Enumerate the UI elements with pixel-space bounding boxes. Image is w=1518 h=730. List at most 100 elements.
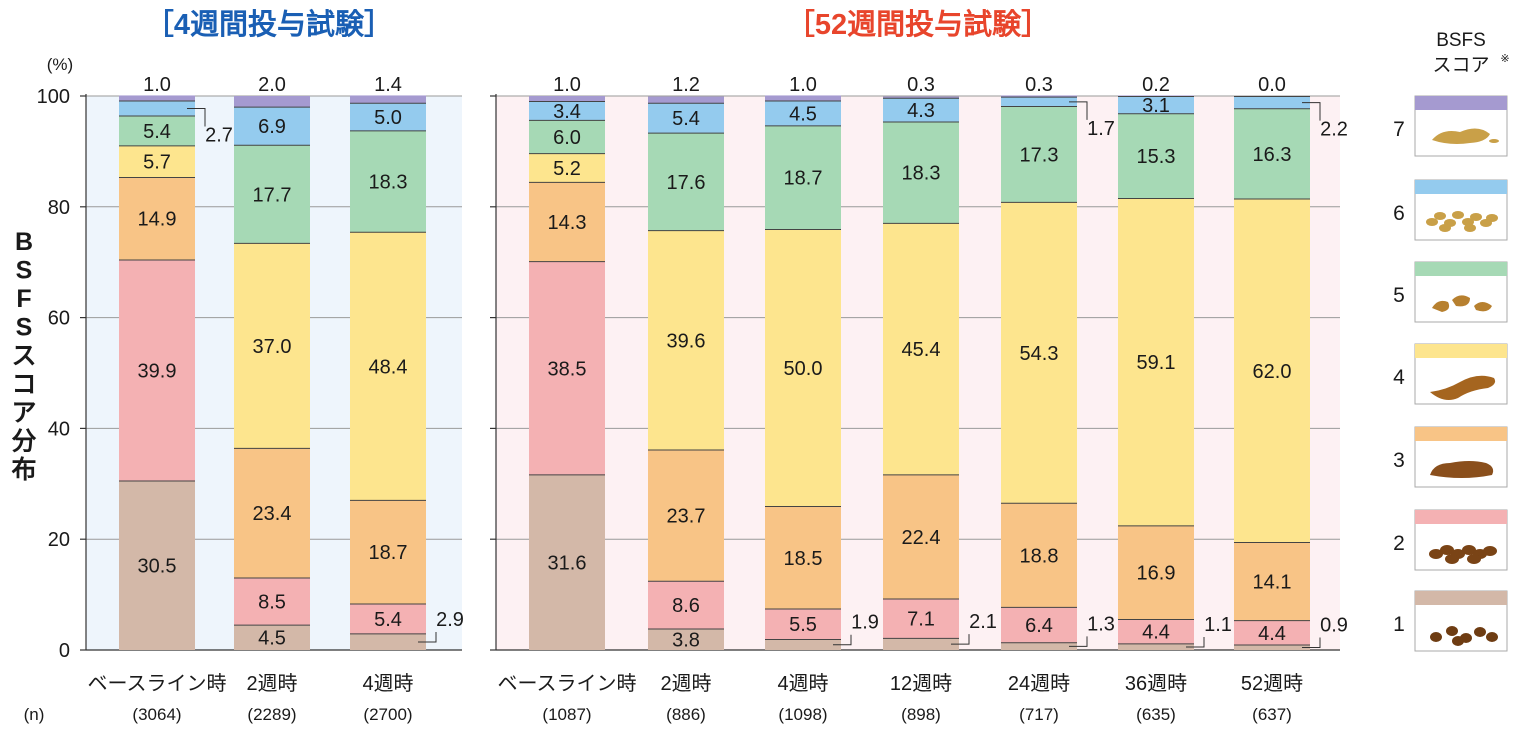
bar-segment (529, 120, 605, 154)
bar-segment (350, 500, 426, 605)
n-label: (898) (901, 705, 941, 724)
data-label: 1.1 (1204, 614, 1232, 636)
data-label: 3.8 (672, 629, 700, 651)
stool-shape (1452, 295, 1470, 307)
data-label: 5.5 (789, 614, 817, 636)
bar-segment (1001, 97, 1077, 107)
bar-segment (1234, 199, 1310, 543)
bar-segment (648, 133, 724, 231)
data-label: 1.4 (374, 74, 402, 96)
bar-segment (883, 223, 959, 475)
legend-item: 3 (1393, 426, 1508, 488)
x-tick-label: 4週時 (362, 672, 413, 695)
bar-segment (1001, 607, 1077, 643)
legend-swatch (1415, 96, 1507, 110)
callout-line (1069, 101, 1088, 120)
bar-segment (234, 96, 310, 108)
stool-shape (1486, 632, 1498, 642)
bar-segment (883, 638, 959, 650)
legend-score-label: 4 (1393, 366, 1405, 389)
callout-line (951, 634, 970, 645)
bar-segment (1234, 542, 1310, 621)
bar-segment (648, 581, 724, 629)
bar-segment (350, 95, 426, 104)
y-tick-label: 100 (37, 86, 70, 108)
stool-shape (1467, 554, 1481, 564)
stool-shape (1430, 375, 1496, 400)
bar-segment (648, 628, 724, 650)
data-label: 45.4 (902, 339, 941, 361)
data-label: 14.1 (1253, 572, 1292, 594)
data-label: 50.0 (784, 358, 823, 380)
bar-segment (119, 177, 195, 260)
data-label: 4.5 (258, 628, 286, 650)
stool-shape (1474, 302, 1492, 312)
data-label: 0.2 (1142, 74, 1170, 96)
data-label: 1.2 (672, 74, 700, 96)
x-tick-label: 2週時 (246, 672, 297, 695)
bar-segment (119, 95, 195, 101)
bar-segment (883, 98, 959, 123)
y-axis-title-char: 布 (11, 455, 36, 484)
legend-swatch (1415, 262, 1507, 276)
data-label: 8.6 (672, 595, 700, 617)
bar-segment (1118, 643, 1194, 650)
stool-3-icon (1430, 461, 1494, 478)
data-label: 3.1 (1142, 95, 1170, 117)
y-unit-label: (%) (47, 55, 73, 74)
stool-shape (1434, 212, 1446, 220)
bar-segment (234, 577, 310, 626)
bar-segment (350, 232, 426, 501)
bar-segment (234, 243, 310, 449)
data-label: 0.3 (1025, 74, 1053, 96)
bar-segment (648, 96, 724, 104)
data-label: 17.7 (253, 184, 292, 206)
bar-segment (1001, 106, 1077, 203)
y-axis-title-char: S (16, 314, 33, 342)
bar-segment (350, 604, 426, 634)
bar-segment (529, 474, 605, 650)
data-label: 5.7 (143, 152, 171, 174)
bar-segment (765, 100, 841, 126)
data-label: 4.5 (789, 103, 817, 125)
n-label: (3064) (132, 705, 181, 724)
bar-segment (350, 130, 426, 233)
stool-shape (1445, 554, 1459, 564)
data-label: 39.6 (667, 330, 706, 352)
data-label: 2.1 (969, 611, 997, 633)
panel-title: ［52週間投与試験］ (786, 7, 1050, 41)
legend-swatch (1415, 591, 1507, 605)
legend-item: 4 (1393, 343, 1508, 405)
legend-score-label: 2 (1393, 532, 1405, 555)
callout-line (418, 631, 437, 643)
x-tick-label: ベースライン時 (498, 672, 637, 695)
y-tick-label: 20 (48, 529, 70, 551)
callout-line (833, 634, 852, 646)
legend-score-label: 5 (1393, 284, 1405, 307)
n-label: (717) (1019, 705, 1059, 724)
y-tick-label: 40 (48, 418, 70, 440)
data-label: 4.4 (1142, 622, 1170, 644)
y-axis-title-char: F (16, 285, 31, 313)
stool-shape (1430, 632, 1442, 642)
legend-item: 1 (1393, 590, 1508, 652)
stool-shape (1462, 218, 1474, 226)
data-label: 54.3 (1020, 343, 1059, 365)
bar-segment (119, 259, 195, 482)
bar-segment (119, 100, 195, 116)
data-label: 18.8 (1020, 545, 1059, 567)
stool-shape (1464, 224, 1476, 232)
bar-segment (234, 625, 310, 650)
data-label: 39.9 (138, 361, 177, 383)
stool-shape (1426, 218, 1438, 226)
data-label: 18.7 (369, 542, 408, 564)
bar-segment (1234, 645, 1310, 650)
bar-segment (350, 103, 426, 131)
y-tick-label: 60 (48, 308, 70, 330)
data-label: 1.9 (851, 612, 879, 634)
bar-segment (1234, 96, 1310, 109)
stool-shape (1432, 128, 1490, 144)
stool-shape (1474, 627, 1486, 637)
stool-shape (1446, 626, 1458, 636)
